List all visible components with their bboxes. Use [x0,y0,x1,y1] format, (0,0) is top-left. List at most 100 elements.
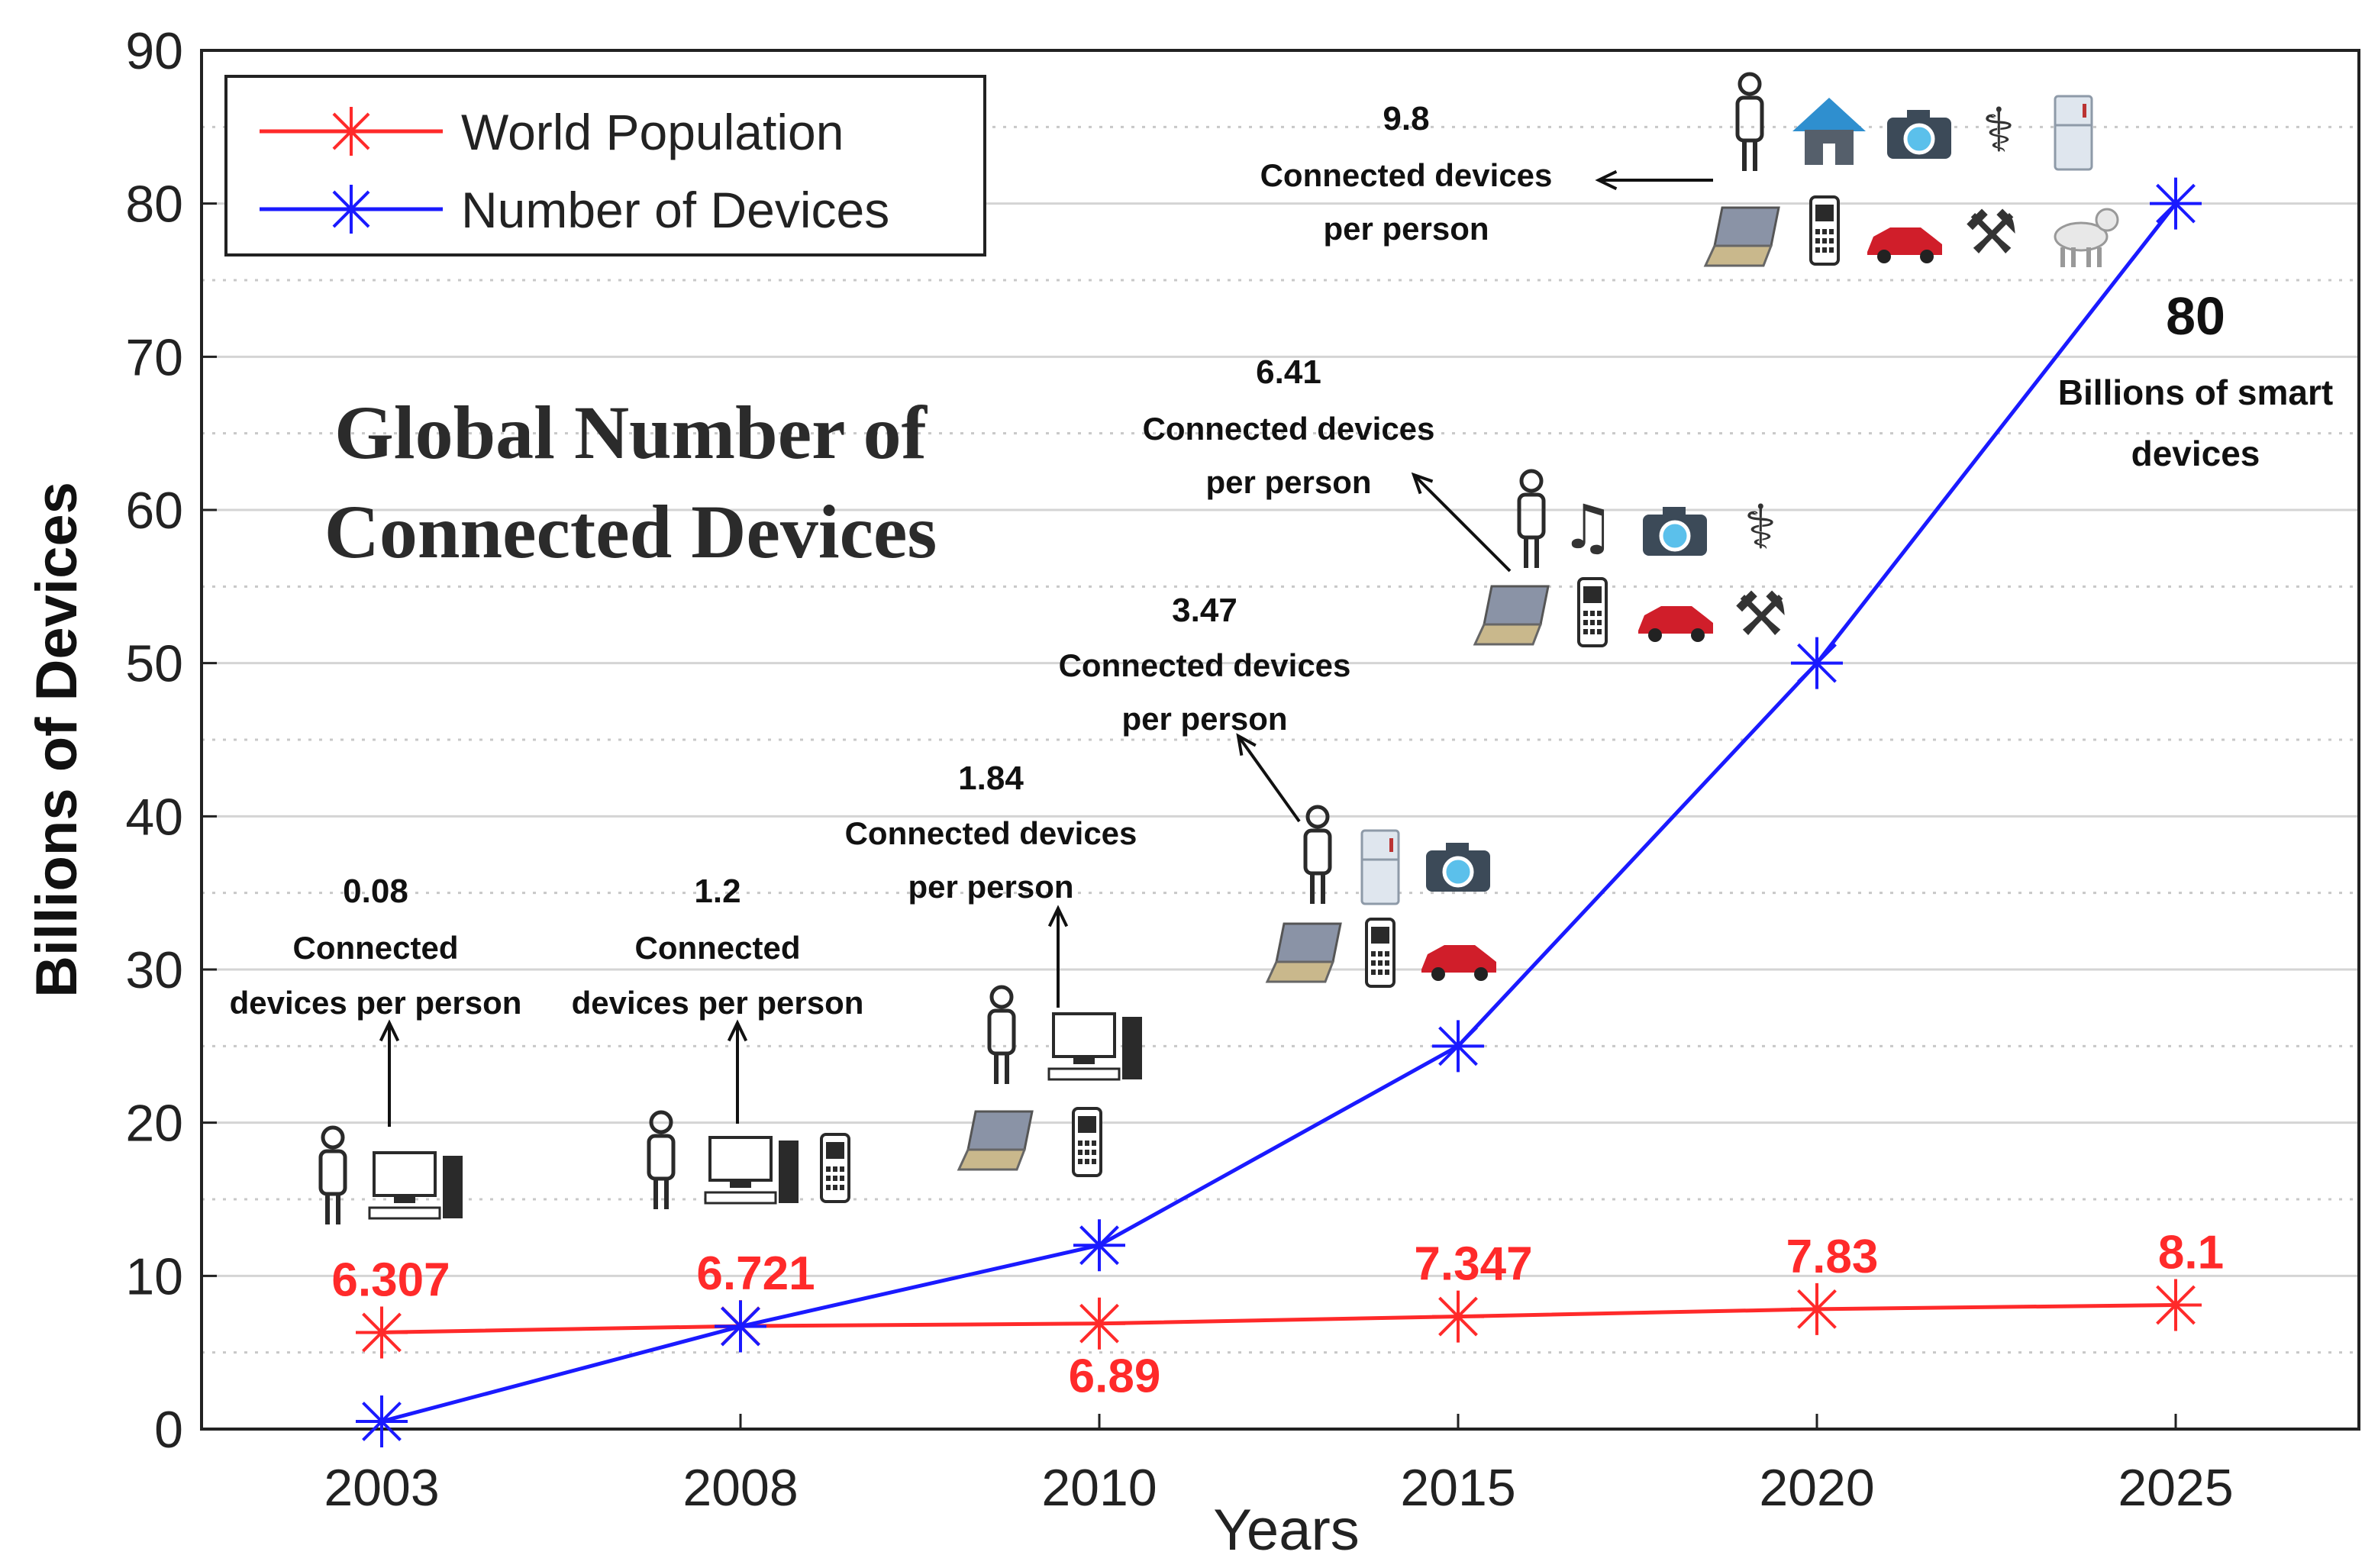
y-tick-label: 0 [154,1401,183,1459]
y-tick-label: 20 [125,1095,183,1153]
data-point-devices [1791,637,1843,689]
x-tick-label: 2010 [1041,1459,1157,1517]
data-point-devices [715,1300,766,1353]
annotation-text: per person [1323,211,1489,247]
total-devices-value: 80 [2166,286,2225,346]
y-tick-label: 30 [125,941,183,999]
tools-icon: ⚒ [1733,579,1788,650]
y-tick-label: 10 [125,1247,183,1305]
data-point-population [356,1306,408,1359]
data-point-devices [1073,1219,1125,1272]
annotation-2003: 0.08 Connected devices per person [230,873,522,1224]
x-tick-label: 2003 [324,1459,439,1517]
data-point-devices [356,1395,408,1447]
stethoscope-icon: ⚕ [1744,492,1776,563]
arrow-head [1047,905,1069,928]
legend-label: World Population [461,104,844,160]
camera-icon [1643,507,1707,556]
home-icon [1792,98,1866,165]
population-label: 8.1 [2158,1226,2224,1279]
annotation-text: Connected devices [1059,647,1351,683]
laptop-icon [1265,922,1342,983]
car-icon [1421,945,1496,981]
legend-label: Number of Devices [461,182,889,238]
y-axis-title: Billions of Devices [24,482,89,998]
svg-text:⚕: ⚕ [1744,492,1776,563]
music-icon: ♫ [1560,492,1615,563]
arrow-head [1595,169,1618,191]
annotation-text: devices per person [230,985,522,1021]
annotation-2010: 1.84 Connected devices per person [845,760,1142,1177]
population-label: 6.89 [1069,1350,1161,1403]
y-tick-labels: 0 10 20 30 40 50 60 70 80 90 [125,22,217,1459]
annotation-arrow [1412,473,1512,573]
laptop-icon [1703,206,1780,267]
svg-text:♫: ♫ [1560,492,1615,563]
total-devices-label: 80 Billions of smart devices [2058,286,2333,473]
legend-marker [327,107,376,156]
legend: World Population Number of Devices [224,75,986,256]
annotation-text: Connected devices [845,815,1137,851]
annotation-text: per person [1121,701,1287,737]
arrow-head [1236,733,1257,756]
person-icon [1735,72,1764,171]
annotation-value: 6.41 [1256,353,1321,391]
data-point-population [1073,1297,1125,1350]
y-tick-label: 40 [125,788,183,846]
population-label: 6.721 [696,1247,815,1300]
svg-text:⚒: ⚒ [1963,197,2018,268]
person-icon [1303,805,1332,904]
x-tick-label: 2015 [1400,1459,1515,1517]
annotation-text: Connected devices [1143,411,1435,447]
annotation-value: 0.08 [343,873,408,910]
chart-title-line-1: Global Number of [334,390,928,475]
y-tick-label: 60 [125,482,183,540]
computer-icon [704,1136,799,1205]
annotation-value: 9.8 [1383,100,1429,137]
annotation-value: 1.84 [958,760,1024,797]
stethoscope-icon: ⚕ [1982,95,2015,166]
legend-marker [327,185,376,234]
person-icon [987,985,1016,1084]
computer-icon [1047,1012,1142,1081]
computer-icon [368,1151,463,1220]
car-icon [1867,227,1942,263]
camera-icon [1426,843,1490,892]
annotation-text: Connected [634,930,800,966]
population-value-labels: 6.307 6.721 6.89 7.347 7.83 8.1 [331,1226,2224,1402]
arrow-head [1411,472,1434,495]
data-point-population [1791,1282,1843,1335]
y-tick-label: 90 [125,22,183,80]
data-point-devices [1432,1020,1484,1073]
x-tick-labels: 2003 2008 2010 2015 2020 2025 [324,1414,2234,1517]
data-point-population [1432,1290,1484,1343]
y-tick-label: 80 [125,176,183,234]
laptop-icon [1473,585,1550,646]
x-axis-title: Years [1213,1498,1360,1563]
annotation-text: Connected [292,930,458,966]
annotation-arrow [1237,734,1301,823]
population-label: 7.83 [1786,1231,1879,1283]
plot-frame [200,49,2360,1431]
annotation-value: 3.47 [1172,592,1237,629]
svg-text:⚕: ⚕ [1982,95,2015,166]
car-icon [1638,606,1713,642]
x-tick-label: 2008 [682,1459,798,1517]
annotation-text: Connected devices [1260,157,1553,193]
series-line-world-population [381,1302,2176,1334]
chart-title-line-2: Connected Devices [324,489,937,574]
per-person-annotations: 0.08 Connected devices per person 1.2 Connec… [230,72,2119,1224]
fridge-icon [1360,829,1400,905]
data-point-population [2150,1279,2202,1331]
grid-lines [202,125,2359,1354]
person-icon [318,1125,347,1224]
population-label: 6.307 [331,1253,450,1306]
arrow-head [379,1019,400,1042]
svg-text:⚒: ⚒ [1733,579,1788,650]
dog-icon [2054,208,2119,267]
y-tick-label: 50 [125,635,183,693]
tools-icon: ⚒ [1963,197,2018,268]
annotation-text: devices per person [572,985,864,1021]
phone-icon [820,1133,850,1203]
